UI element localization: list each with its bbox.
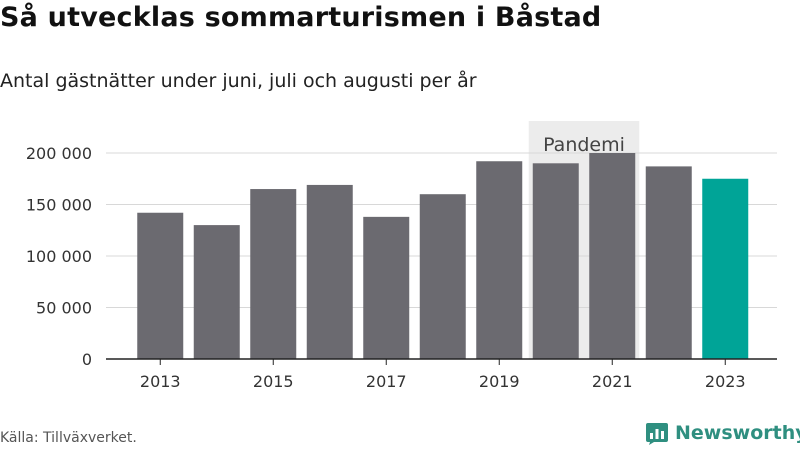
bar	[532, 163, 579, 359]
bar	[137, 212, 184, 359]
bar	[250, 189, 297, 359]
bar	[419, 194, 466, 359]
x-tick-label: 2013	[140, 372, 181, 391]
source-note: Källa: Tillväxverket.	[0, 430, 137, 446]
x-tick-label: 2019	[479, 372, 520, 391]
bar-chart-logo-icon	[646, 423, 668, 445]
bar	[589, 153, 636, 359]
brand-logo: Newsworthy	[645, 421, 800, 445]
y-tick-label: 50 000	[36, 299, 92, 318]
x-tick-label: 2017	[366, 372, 407, 391]
chart-title: Så utvecklas sommarturismen i Båstad	[0, 2, 602, 33]
bar	[363, 216, 410, 359]
chart-subtitle: Antal gästnätter under juni, juli och au…	[0, 70, 477, 92]
y-tick-label: 100 000	[26, 247, 92, 266]
brand-name: Newsworthy	[675, 422, 800, 444]
y-tick-label: 200 000	[26, 144, 92, 163]
bar	[702, 178, 749, 359]
bar	[645, 166, 692, 359]
pandemic-label: Pandemi	[543, 134, 625, 156]
bar	[306, 184, 353, 359]
x-tick-label: 2023	[705, 372, 746, 391]
y-tick-label: 0	[82, 350, 92, 369]
bar	[193, 225, 240, 359]
y-tick-label: 150 000	[26, 196, 92, 215]
x-tick-label: 2015	[253, 372, 294, 391]
x-tick-label: 2021	[592, 372, 633, 391]
bar	[476, 161, 523, 359]
